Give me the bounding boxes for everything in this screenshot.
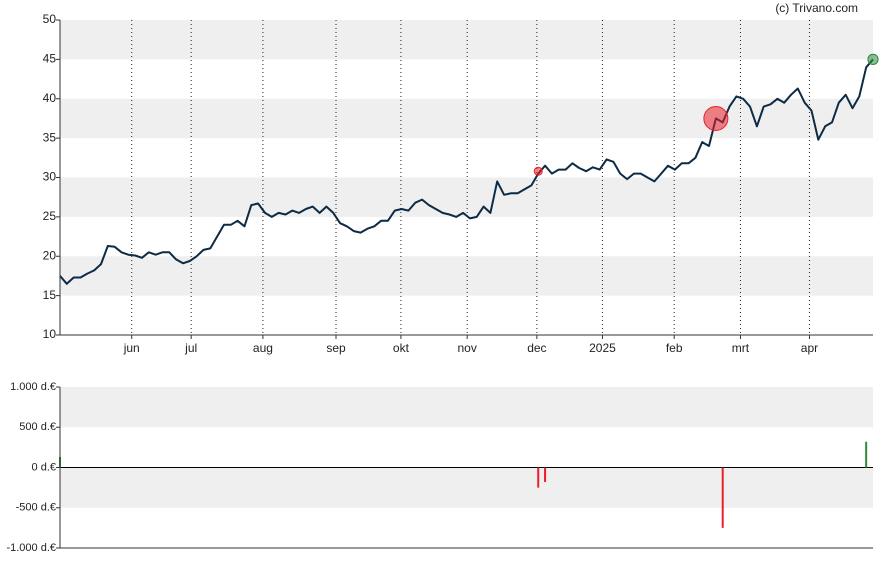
band xyxy=(60,20,873,60)
y-tick-label: 30 xyxy=(43,170,57,184)
x-tick-label: jul xyxy=(184,341,197,355)
y-tick-label: 0 d.€ xyxy=(32,461,56,473)
x-tick-label: okt xyxy=(393,341,410,355)
y-tick-label: 25 xyxy=(43,209,57,223)
bar xyxy=(721,467,724,528)
y-tick-label: 35 xyxy=(43,130,57,144)
x-tick-label: jun xyxy=(123,341,140,355)
y-tick-label: 500 d.€ xyxy=(19,421,56,433)
source: (c) Trivano.com xyxy=(775,1,858,15)
x-tick-label: 2025 xyxy=(589,341,616,355)
bar xyxy=(865,441,868,468)
trade-marker xyxy=(867,53,879,65)
y-tick-label: 1.000 d.€ xyxy=(10,381,56,393)
y-tick-label: 50 xyxy=(43,12,57,26)
band xyxy=(60,467,873,508)
x-tick-label: dec xyxy=(527,341,546,355)
trade-marker xyxy=(703,105,729,131)
y-tick-label: 45 xyxy=(43,52,57,66)
y-tick-label: 10 xyxy=(43,327,57,341)
band xyxy=(60,256,873,296)
x-tick-label: aug xyxy=(253,341,273,355)
band xyxy=(60,98,873,139)
x-tick-label: nov xyxy=(458,341,477,355)
y-tick-label: -500 d.€ xyxy=(16,502,56,514)
y-tick-label: 40 xyxy=(43,91,57,105)
price-line xyxy=(59,58,874,285)
x-tick-label: sep xyxy=(326,341,346,355)
band xyxy=(60,177,873,217)
x-tick-label: mrt xyxy=(732,341,750,355)
band xyxy=(60,387,873,428)
trade-marker xyxy=(533,166,543,176)
bar xyxy=(537,467,540,488)
x-tick-label: feb xyxy=(666,341,683,355)
y-tick-label: 15 xyxy=(43,288,57,302)
bar xyxy=(544,467,547,482)
y-tick-label: 20 xyxy=(43,248,57,262)
x-tick-label: apr xyxy=(801,341,818,355)
y-tick-label: -1.000 d.€ xyxy=(6,542,56,554)
